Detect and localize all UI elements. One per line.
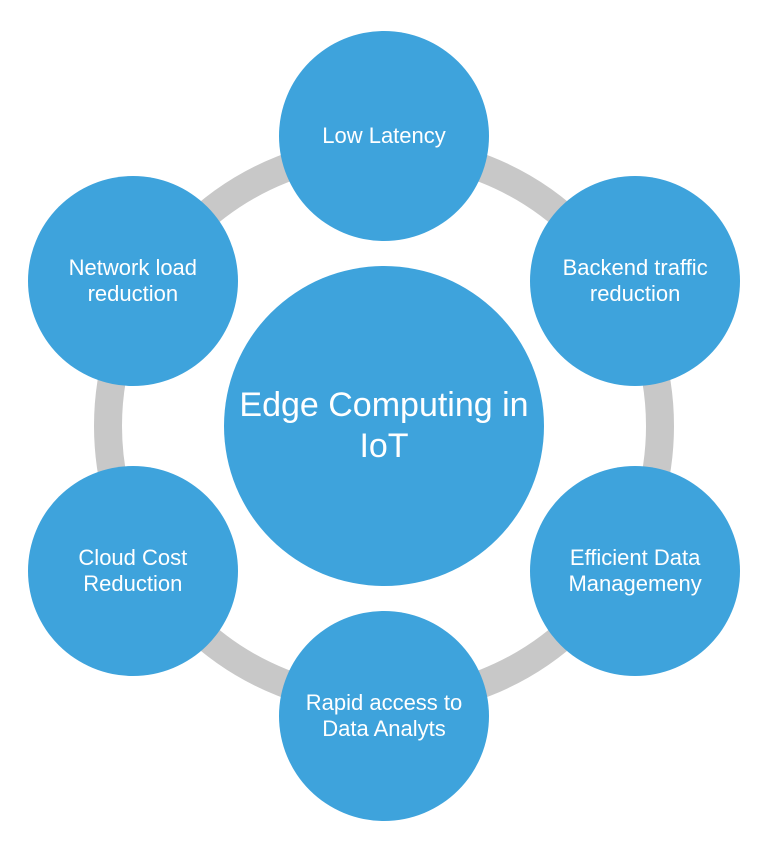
outer-node-label: Backend traffic reduction	[540, 255, 730, 308]
outer-node-label: Cloud Cost Reduction	[38, 545, 228, 598]
outer-node-label: Efficient Data Managemeny	[540, 545, 730, 598]
outer-node-backend-traffic: Backend traffic reduction	[530, 176, 740, 386]
outer-node-network-load: Network load reduction	[28, 176, 238, 386]
outer-node-efficient-data: Efficient Data Managemeny	[530, 466, 740, 676]
diagram-stage: Edge Computing in IoT Low Latency Backen…	[0, 0, 768, 853]
hub-node: Edge Computing in IoT	[224, 266, 544, 586]
outer-node-label: Network load reduction	[38, 255, 228, 308]
outer-node-rapid-access: Rapid access to Data Analyts	[279, 611, 489, 821]
outer-node-label: Low Latency	[322, 123, 446, 149]
outer-node-low-latency: Low Latency	[279, 31, 489, 241]
hub-label: Edge Computing in IoT	[234, 385, 534, 467]
outer-node-label: Rapid access to Data Analyts	[289, 690, 479, 743]
outer-node-cloud-cost: Cloud Cost Reduction	[28, 466, 238, 676]
